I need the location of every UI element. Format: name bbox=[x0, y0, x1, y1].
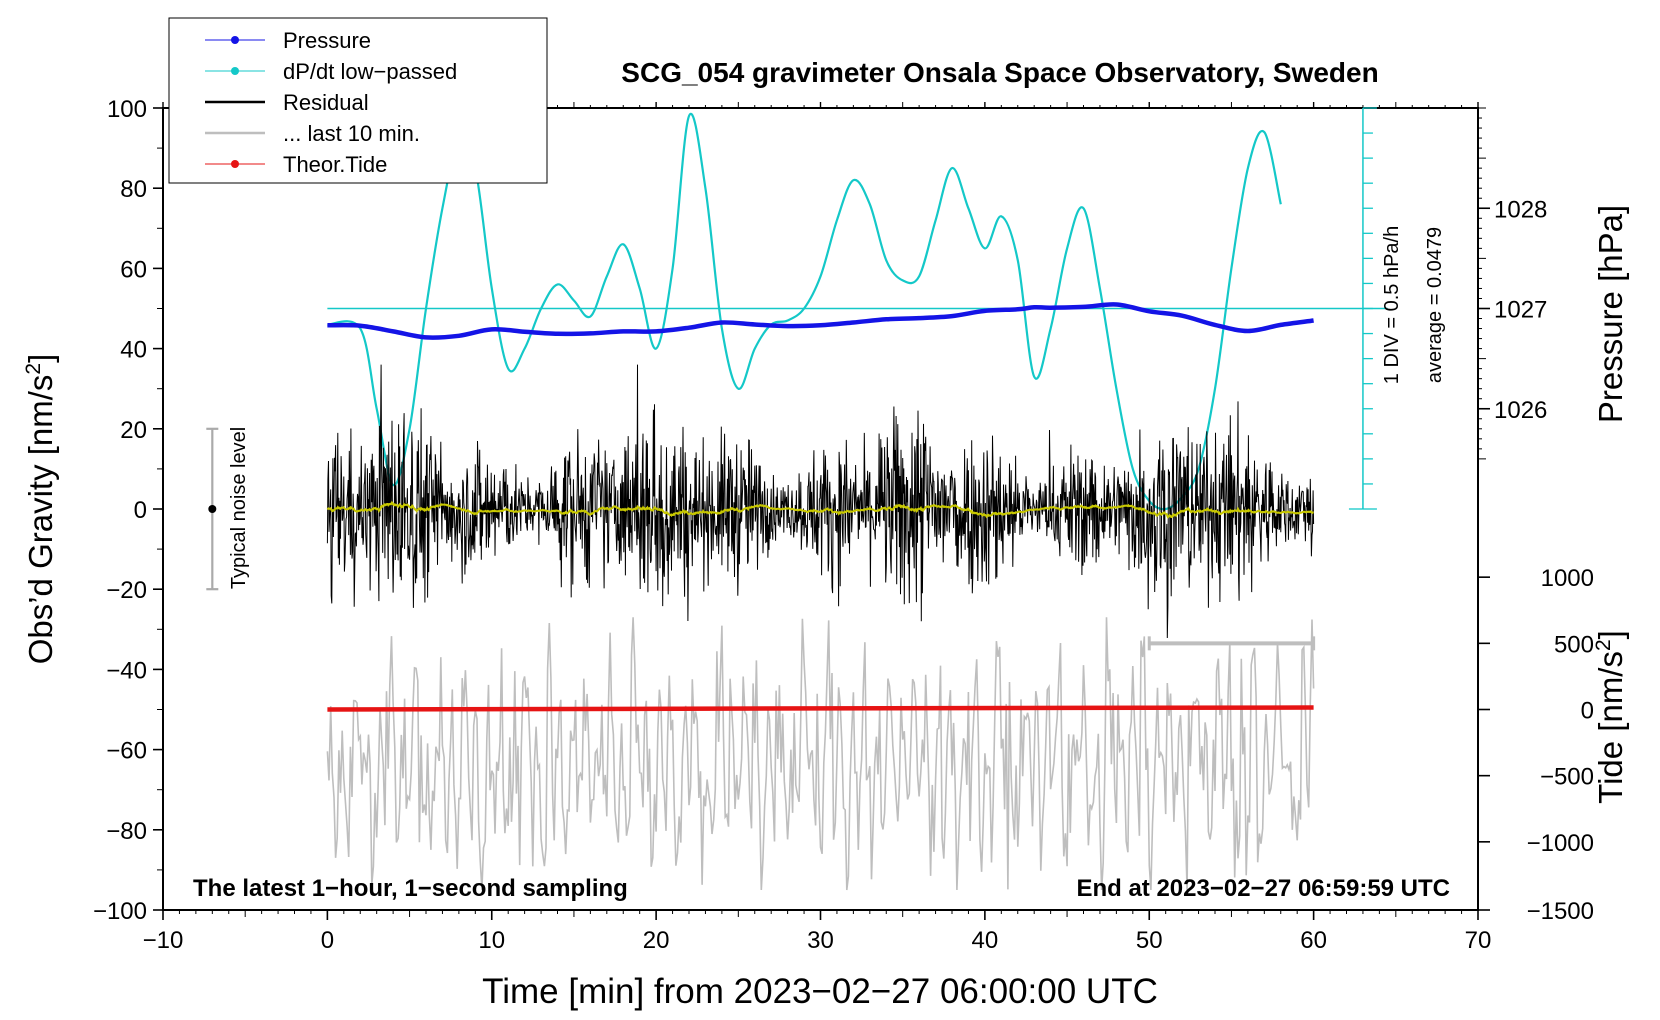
x-axis-label: Time [min] from 2023−02−27 06:00:00 UTC bbox=[482, 972, 1158, 1011]
y-tick-label: −80 bbox=[106, 818, 147, 845]
tide-axis-label-sup: 2 bbox=[1592, 639, 1615, 651]
legend-marker bbox=[231, 160, 239, 168]
tide-axis-label-close: ] bbox=[1592, 630, 1629, 639]
y-tick-label: −100 bbox=[93, 898, 147, 925]
annotation-bottom-right: End at 2023−02−27 06:59:59 UTC bbox=[1076, 875, 1450, 902]
y-tick-label: 40 bbox=[120, 337, 147, 364]
legend-label: dP/dt low−passed bbox=[283, 59, 457, 84]
noise-bar-center bbox=[208, 505, 217, 513]
x-axis: −10 0 10 20 30 40 50 60 70 bbox=[143, 102, 1492, 954]
legend-box bbox=[168, 17, 548, 184]
legend-label: Residual bbox=[283, 90, 369, 115]
y-tick-label: −60 bbox=[106, 738, 147, 765]
legend: Pressure dP/dt low−passed Residual ... last… bbox=[168, 17, 548, 184]
tide-axis-label: Tide [nm/s2] bbox=[1592, 630, 1629, 804]
x-tick-label: 30 bbox=[807, 927, 834, 954]
y-tick-label: 0 bbox=[134, 497, 147, 524]
tide-tick-label: 1000 bbox=[1541, 565, 1594, 592]
legend-label: ... last 10 min. bbox=[283, 121, 420, 146]
pressure-line bbox=[327, 302, 1314, 340]
last10-line bbox=[326, 617, 1315, 891]
y-axis-label-close: ] bbox=[22, 354, 59, 363]
y-axis-label-main: Obs’d Gravity [nm/s bbox=[22, 375, 59, 665]
tide-tick-label: 0 bbox=[1581, 698, 1594, 725]
y-axis-label: Obs’d Gravity [nm/s2] bbox=[22, 354, 59, 665]
legend-marker bbox=[231, 67, 239, 75]
chart-title: SCG_054 gravimeter Onsala Space Observat… bbox=[621, 57, 1378, 88]
legend-label: Pressure bbox=[283, 28, 371, 53]
residual-smooth-line bbox=[326, 500, 1314, 519]
x-tick-label: 40 bbox=[972, 927, 999, 954]
residual-line bbox=[326, 364, 1315, 639]
tide-tick-label: 500 bbox=[1554, 631, 1594, 658]
y-tick-label: 80 bbox=[120, 176, 147, 203]
tide-tick-label: −1000 bbox=[1527, 830, 1594, 857]
pressure-tick-label: 1028 bbox=[1494, 196, 1547, 223]
annotation-bottom-left: The latest 1−hour, 1−second sampling bbox=[193, 875, 628, 902]
pressure-axis-label: Pressure [hPa] bbox=[1592, 205, 1629, 423]
x-tick-label: 0 bbox=[321, 927, 334, 954]
x-tick-label: 50 bbox=[1136, 927, 1163, 954]
residual-smooth-series bbox=[326, 500, 1314, 519]
tide-line bbox=[327, 705, 1314, 712]
tide-series bbox=[327, 705, 1314, 712]
dpdt-line bbox=[327, 112, 1282, 511]
noise-level-label: Typical noise level bbox=[228, 427, 250, 589]
dpdt-average-label: average = 0.0479 bbox=[1424, 227, 1446, 383]
tide-tick-label: −1500 bbox=[1527, 898, 1594, 925]
y-axis-label-sup: 2 bbox=[22, 363, 45, 375]
tide-tick-label: −500 bbox=[1540, 764, 1594, 791]
y-tick-label: 60 bbox=[120, 256, 147, 283]
x-tick-label: 60 bbox=[1300, 927, 1327, 954]
pressure-axis: 1026 1027 1028 bbox=[1478, 107, 1547, 460]
pressure-tick-label: 1027 bbox=[1494, 297, 1547, 324]
dpdt-scale-label: 1 DIV = 0.5 hPa/h bbox=[1381, 226, 1403, 384]
last10-series bbox=[326, 617, 1315, 891]
y-tick-label: −40 bbox=[106, 657, 147, 684]
x-tick-label: 70 bbox=[1465, 927, 1492, 954]
pressure-series bbox=[327, 302, 1314, 340]
tide-axis: 1000 500 0 −500 −1000 −1500 bbox=[1478, 565, 1594, 925]
legend-label: Theor.Tide bbox=[283, 152, 387, 177]
x-tick-label: 20 bbox=[643, 927, 670, 954]
tide-axis-label-main: Tide [nm/s bbox=[1592, 651, 1629, 804]
x-tick-label: −10 bbox=[143, 927, 184, 954]
y-tick-label: 100 bbox=[107, 96, 147, 123]
y-axis-left: −100 −80 −60 −40 −20 0 20 40 60 80 100 bbox=[93, 96, 163, 925]
dpdt-series bbox=[327, 107, 1388, 511]
y-tick-label: −20 bbox=[106, 577, 147, 604]
chart-annotations bbox=[206, 427, 1316, 651]
pressure-tick-label: 1026 bbox=[1494, 397, 1547, 424]
residual-series bbox=[326, 364, 1315, 639]
x-tick-label: 10 bbox=[478, 927, 505, 954]
y-tick-label: 20 bbox=[120, 417, 147, 444]
legend-marker bbox=[231, 36, 239, 44]
